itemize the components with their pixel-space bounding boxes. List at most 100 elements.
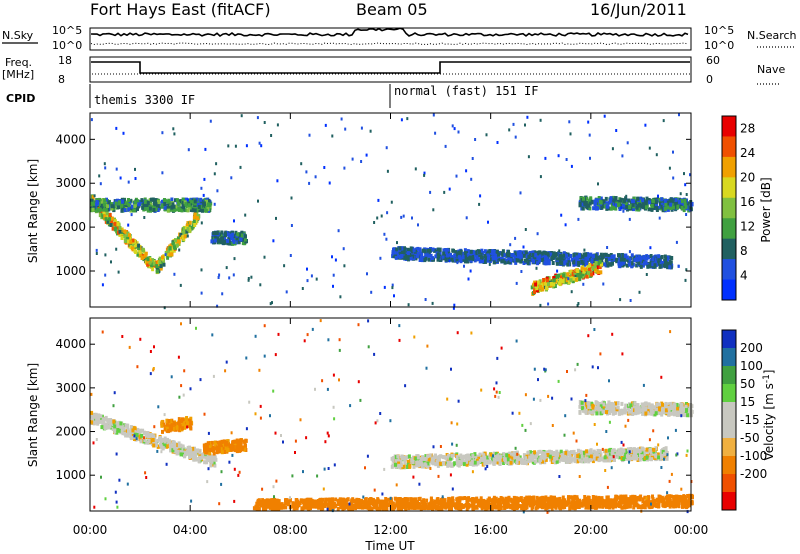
velocity-cell-692 — [204, 450, 208, 455]
power-noise-122 — [465, 169, 468, 173]
velocity-cell-1666 — [403, 457, 407, 462]
power-cell-1952 — [491, 249, 495, 254]
velocity-cell-460 — [189, 416, 193, 421]
velocity-cell-1663 — [567, 451, 571, 456]
power-cell-225 — [108, 213, 112, 217]
power-noise-222 — [570, 290, 573, 294]
velocity-cell-1573 — [396, 459, 400, 464]
power-noise-44 — [400, 215, 403, 219]
velocity-cell-1462 — [442, 461, 446, 466]
velocity-cell-387 — [90, 419, 94, 424]
nsearch-series-line — [90, 42, 689, 46]
station-title: Fort Hays East (fitACF) — [90, 0, 271, 19]
velocity-cell-1962 — [463, 496, 467, 500]
power-cell-2137 — [550, 279, 554, 284]
power-cell-2156 — [580, 266, 584, 271]
power-cell-1941 — [536, 261, 540, 266]
velocity-cell-1435 — [455, 455, 459, 460]
velocity-cell-707 — [235, 438, 239, 443]
velocity-cell-344 — [126, 433, 129, 438]
power-noise-70 — [467, 277, 470, 281]
power-noise-110 — [470, 177, 473, 181]
power-cell-231 — [137, 243, 141, 248]
velocity-cell-1634 — [421, 455, 424, 460]
velocity-cell-1579 — [401, 455, 405, 460]
power-cell-1680 — [582, 261, 586, 266]
power-ytick-label-3: 4000 — [55, 132, 86, 146]
velocity-cell-360 — [109, 421, 113, 426]
power-cell-813 — [140, 198, 144, 203]
power-cell-683 — [127, 203, 131, 208]
power-cell-2591 — [625, 205, 629, 209]
velocity-cell-427 — [185, 451, 189, 456]
velocity-cell-653 — [202, 443, 206, 448]
power-cell-1861 — [409, 256, 413, 261]
velocity-cell-708 — [236, 446, 240, 451]
power-noise-117 — [233, 219, 235, 223]
power-cell-944 — [236, 232, 240, 237]
power-cell-1690 — [513, 251, 517, 256]
power-cell-179 — [130, 246, 134, 251]
power-cell-800 — [161, 203, 165, 208]
power-cell-918 — [231, 232, 235, 237]
power-noise-18 — [434, 131, 437, 135]
power-cell-2514 — [583, 201, 587, 206]
power-cell-1795 — [503, 253, 507, 258]
velocity-cell-241 — [111, 426, 115, 431]
velocity-cell-1633 — [607, 448, 611, 453]
power-noise-188 — [417, 223, 419, 227]
velocity-cell-1706 — [558, 496, 562, 501]
power-cell-2174 — [560, 275, 563, 280]
power-cell-1312 — [588, 257, 592, 262]
power-cell-910 — [216, 235, 219, 240]
velocity-cell-1641 — [634, 449, 638, 454]
power-cell-2247 — [605, 206, 609, 211]
power-noise-177 — [276, 123, 279, 127]
velocity-cell-431 — [152, 443, 156, 448]
power-cell-2148 — [535, 288, 539, 293]
power-cell-1944 — [538, 258, 542, 263]
power-cell-1805 — [543, 253, 547, 258]
power-cell-2087 — [560, 272, 564, 277]
power-noise-9 — [526, 115, 529, 119]
velocity-cell-1528 — [432, 461, 435, 466]
velocity-cell-553 — [168, 424, 172, 429]
power-cell-373 — [174, 238, 177, 243]
velocity-cell-412 — [159, 442, 162, 447]
velocity-cell-1439 — [533, 455, 537, 460]
power-cell-2139 — [593, 264, 597, 269]
velocity-cell-1517 — [626, 447, 630, 452]
velocity-cell-2035 — [688, 493, 692, 498]
power-cell-1880 — [487, 256, 490, 261]
power-noise-97 — [524, 228, 527, 231]
power-cell-386 — [193, 223, 197, 227]
power-cell-1427 — [414, 256, 418, 261]
power-noise-237 — [685, 213, 688, 216]
power-cell-1191 — [569, 254, 573, 258]
power-cell-700 — [100, 201, 104, 206]
power-cell-2019 — [578, 277, 582, 282]
power-noise-3 — [679, 192, 682, 196]
power-cell-811 — [141, 205, 145, 210]
power-cell-984 — [466, 249, 470, 254]
velocity-cell-1599 — [417, 463, 421, 468]
freq-frame — [89, 56, 692, 83]
velocity-cell-1398 — [568, 454, 572, 459]
velocity-cell-1926 — [460, 496, 464, 501]
velocity-cell-437 — [207, 456, 211, 461]
power-noise-41 — [334, 258, 337, 262]
power-noise-33 — [602, 282, 605, 286]
velocity-cell-446 — [160, 438, 164, 443]
power-cell-1899 — [500, 259, 504, 264]
velocity-cell-1228 — [570, 450, 574, 455]
velocity-cell-1932 — [641, 497, 645, 502]
power-cell-1700 — [463, 251, 467, 255]
velocity-cell-272 — [163, 443, 167, 448]
power-cell-349 — [193, 211, 197, 216]
power-cell-1798 — [610, 254, 614, 259]
power-cell-2577 — [587, 199, 591, 204]
power-cell-1343 — [666, 255, 670, 260]
power-cell-687 — [174, 198, 177, 203]
